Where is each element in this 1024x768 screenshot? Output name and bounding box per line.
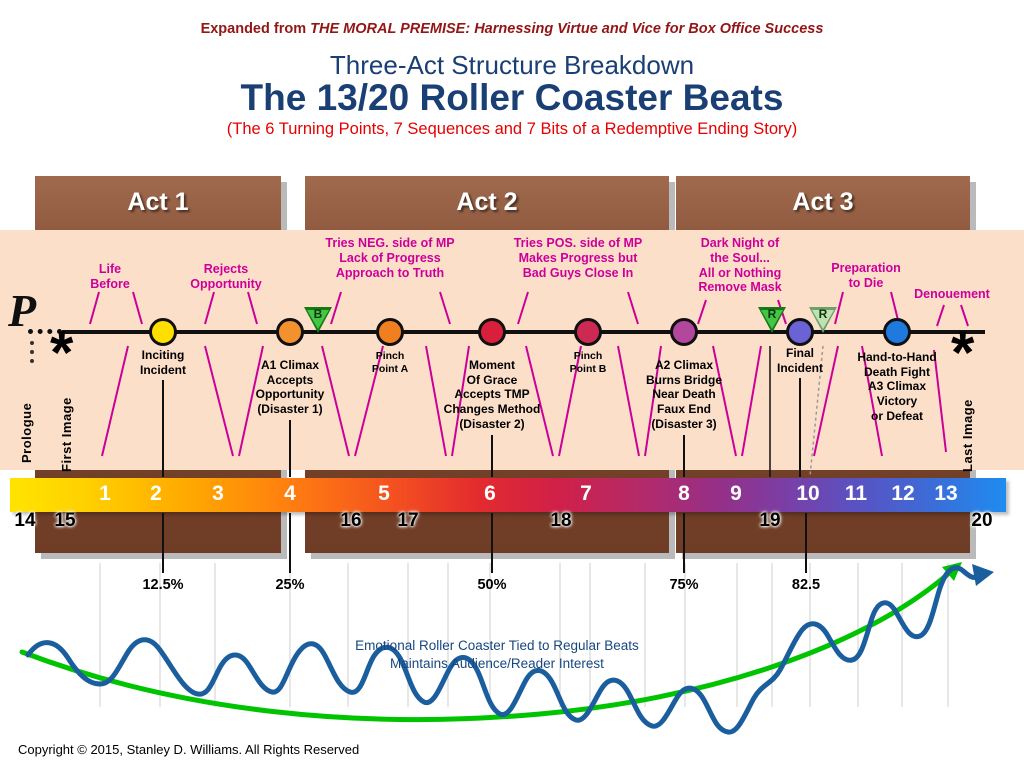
beat-gridlines [99, 563, 949, 707]
bar-number-2: 2 [150, 482, 162, 505]
beat-circle-final-incident [786, 318, 814, 346]
bar-number-9: 9 [730, 482, 742, 505]
beat-circle-a2-climax [670, 318, 698, 346]
copyright: Copyright © 2015, Stanley D. Williams. A… [18, 742, 360, 757]
triangle-b-letter: B [313, 307, 323, 321]
kicker-prefix: Expanded from [200, 21, 311, 37]
structure-band [0, 230, 1024, 470]
top-label-dark-night: Dark Night of the Soul... All or Nothing… [698, 236, 782, 295]
top-label-life-before: Life Before [90, 262, 130, 291]
timeline-line [62, 330, 985, 334]
bar-number-8: 8 [678, 482, 690, 505]
percent-75: 75% [669, 577, 699, 593]
percent-12-5: 12.5% [142, 577, 184, 593]
scale-number-20: 20 [971, 510, 993, 531]
beat-label-pinch-point-a: Pinch Point A [371, 350, 409, 375]
act-3-label: Act 3 [792, 188, 854, 216]
beat-label-a1-climax: A1 Climax Accepts Opportunity (Disaster … [255, 358, 325, 416]
beat-circle-pinch-point-b [574, 318, 602, 346]
beat-circle-inciting-incident [149, 318, 177, 346]
scale-number-17: 17 [397, 510, 419, 531]
tagline: (The 6 Turning Points, 7 Sequences and 7… [226, 120, 798, 138]
bar-number-12: 12 [891, 482, 915, 505]
blue-arrowhead [972, 564, 994, 586]
beat-label-death-fight: Hand-to-Hand Death Fight A3 Climax Victo… [857, 350, 937, 423]
beats-gradient-bar [10, 478, 1006, 512]
top-label-tries-neg: Tries NEG. side of MP Lack of Progress A… [325, 236, 455, 280]
bar-number-5: 5 [378, 482, 390, 505]
bar-number-4: 4 [284, 482, 296, 505]
scale-number-14: 14 [14, 510, 36, 531]
triangle-r2-letter: R [818, 307, 828, 321]
scale-number-19: 19 [759, 510, 781, 531]
top-label-tries-pos: Tries POS. side of MP Makes Progress but… [513, 236, 643, 280]
kicker-book-title: THE MORAL PREMISE: Harnessing Virtue and… [310, 21, 824, 37]
timeline-dotted-lead [28, 329, 62, 334]
percent-25: 25% [275, 577, 305, 593]
scale-number-15: 15 [54, 510, 76, 531]
beat-label-moment-of-grace: Moment Of Grace Accepts TMP Changes Meth… [443, 358, 541, 431]
bar-number-7: 7 [580, 482, 592, 505]
bar-number-3: 3 [212, 482, 224, 505]
beat-label-inciting-incident: Inciting Incident [139, 348, 186, 377]
scale-number-18: 18 [550, 510, 572, 531]
prologue-letter: P [8, 285, 37, 336]
beat-circle-moment-of-grace [478, 318, 506, 346]
prologue-label: Prologue [19, 402, 34, 463]
act-2-label: Act 2 [456, 188, 518, 216]
percent-50: 50% [477, 577, 507, 593]
beat-circle-pinch-point-a [376, 318, 404, 346]
bar-number-10: 10 [796, 482, 820, 505]
beat-label-final-incident: Final Incident [776, 346, 823, 375]
green-arrowhead [942, 562, 962, 581]
kicker-line: Expanded from THE MORAL PREMISE: Harness… [0, 21, 1024, 37]
last-image-label: Last Image [960, 399, 975, 472]
beat-circle-a1-climax [276, 318, 304, 346]
scale-number-16: 16 [340, 510, 362, 531]
subtitle: Three-Act Structure Breakdown [329, 50, 695, 80]
percent-82-5: 82.5 [791, 577, 821, 593]
top-label-rejects-opportunity: Rejects Opportunity [190, 262, 262, 291]
page-title: The 13/20 Roller Coaster Beats [240, 77, 784, 118]
beat-label-a2-climax: A2 Climax Burns Bridge Near Death Faux E… [645, 358, 722, 431]
beat-label-pinch-point-b: Pinch Point B [569, 350, 607, 375]
top-label-denouement: Denouement [914, 287, 990, 301]
beat-circle-death-fight [883, 318, 911, 346]
act-1-label: Act 1 [127, 188, 189, 216]
bar-number-11: 11 [844, 482, 868, 505]
last-image-asterisk: * [951, 319, 975, 386]
first-image-asterisk: * [50, 319, 74, 386]
prologue-dotted-drop [30, 341, 34, 363]
bar-number-1: 1 [99, 482, 111, 505]
bar-number-13: 13 [934, 482, 958, 505]
first-image-label: First Image [59, 397, 74, 472]
bar-number-6: 6 [484, 482, 496, 505]
top-label-preparation-to-die: Preparation to Die [831, 261, 901, 290]
coaster-caption: Emotional Roller Coaster Tied to Regular… [355, 638, 639, 672]
triangle-r1-letter: R [767, 307, 777, 321]
